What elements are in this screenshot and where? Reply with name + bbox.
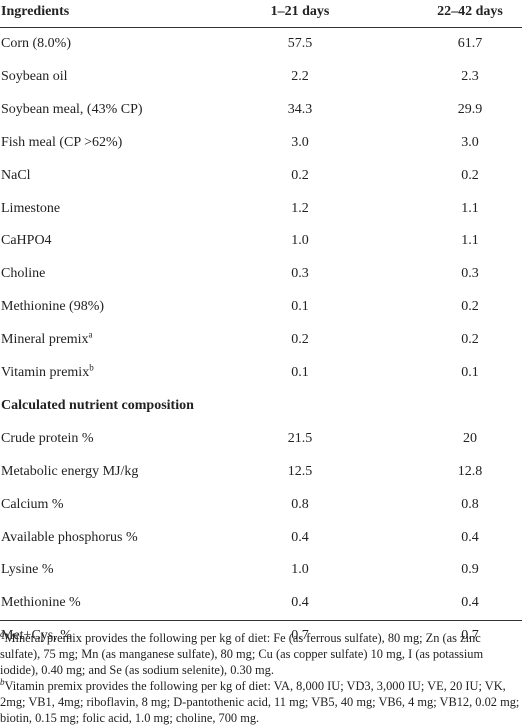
header-cell: 22–42 days: [437, 4, 503, 19]
value-cell: 2.3: [461, 68, 479, 84]
footnote: aMineral premix provides the following p…: [0, 628, 520, 678]
row-label: Crude protein %: [1, 430, 94, 446]
label-text: Mineral premix: [1, 332, 89, 348]
value-cell: 0.1: [291, 299, 309, 315]
value-cell: 21.5: [287, 430, 313, 446]
row-label: Mineral premixa: [1, 329, 93, 349]
footnote-mark: a: [0, 628, 5, 639]
value-cell: 0.2: [291, 167, 309, 183]
row-label: Fish meal (CP >62%): [1, 134, 123, 150]
value-cell: 0.4: [291, 529, 309, 545]
row-label: CaHPO4: [1, 233, 52, 249]
row-label: Calcium %: [1, 496, 64, 512]
value-cell: 34.3: [287, 101, 313, 117]
footnotes: aMineral premix provides the following p…: [0, 628, 520, 726]
value-cell: 0.1: [461, 365, 479, 380]
value-cell: 0.1: [291, 365, 309, 380]
value-cell: 0.2: [291, 332, 309, 348]
value-cell: 2.2: [291, 68, 309, 84]
value-cell: 29.9: [457, 101, 483, 117]
value-cell: 0.2: [461, 167, 479, 183]
header-cell: 1–21 days: [270, 4, 330, 19]
value-cell: 1.0: [291, 233, 309, 249]
value-cell: 0.3: [291, 266, 309, 282]
label-text: Vitamin premix: [1, 365, 90, 380]
row-label: Choline: [1, 266, 46, 282]
value-cell: 0.4: [461, 529, 479, 545]
value-cell: 0.9: [461, 562, 479, 578]
row-label: Lysine %: [1, 562, 54, 578]
row-label: Vitamin premixb: [1, 362, 94, 382]
value-cell: 12.8: [457, 463, 483, 479]
value-cell: 3.0: [461, 134, 479, 150]
value-cell: 61.7: [457, 36, 483, 51]
row-label: Metabolic energy MJ/kg: [1, 463, 139, 479]
value-cell: 0.8: [461, 496, 479, 512]
value-cell: 12.5: [287, 463, 313, 479]
row-label: Methionine %: [1, 595, 81, 611]
value-cell: 0.7: [461, 628, 479, 644]
row-label: Available phosphorus %: [1, 529, 138, 545]
row-label: Soybean meal, (43% CP): [1, 101, 143, 117]
value-cell: 0.2: [461, 332, 479, 348]
value-cell: 0.2: [461, 299, 479, 315]
row-label: Met+Cys, %: [1, 628, 72, 644]
value-cell: 1.2: [291, 200, 309, 216]
footnote-text: Mineral premix provides the following pe…: [0, 631, 484, 677]
value-cell: 0.4: [291, 595, 309, 611]
footnote-mark: a: [88, 329, 93, 340]
value-cell: 1.1: [461, 233, 479, 249]
row-label: Methionine (98%): [1, 299, 105, 315]
row-label: Soybean oil: [1, 68, 68, 84]
footnote: bVitamin premix provides the following p…: [0, 676, 520, 726]
footnote-text: Vitamin premix provides the following pe…: [0, 679, 520, 725]
footnote-mark: b: [0, 676, 5, 687]
value-cell: 0.4: [461, 595, 479, 611]
value-cell: 20: [463, 430, 477, 446]
footnote-mark: b: [89, 362, 94, 373]
value-cell: 0.3: [461, 266, 479, 282]
value-cell: 0.7: [291, 628, 309, 644]
value-cell: 3.0: [291, 134, 309, 150]
value-cell: 57.5: [287, 36, 313, 51]
row-label: Limestone: [1, 200, 61, 216]
value-cell: 0.8: [291, 496, 309, 512]
header-rule: [0, 27, 522, 28]
header-cell: Ingredients: [1, 4, 70, 19]
row-label: Corn (8.0%): [1, 36, 71, 51]
row-label: NaCl: [1, 167, 31, 183]
value-cell: 1.0: [291, 562, 309, 578]
value-cell: 1.1: [461, 200, 479, 216]
section-heading: Calculated nutrient composition: [1, 397, 194, 413]
bottom-rule: [0, 620, 522, 621]
